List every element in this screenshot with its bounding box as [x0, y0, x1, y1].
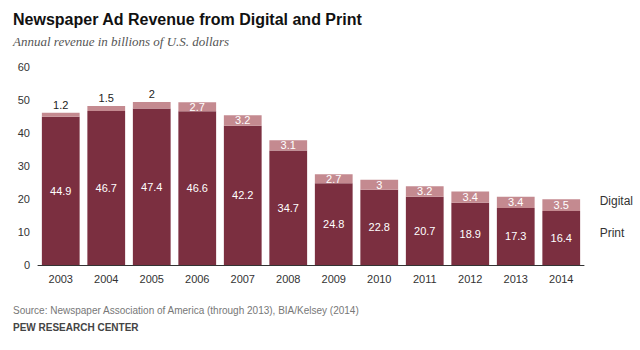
svg-text:0: 0 — [24, 259, 30, 271]
svg-text:2007: 2007 — [231, 273, 255, 285]
svg-text:50: 50 — [18, 94, 30, 106]
svg-text:16.4: 16.4 — [551, 232, 572, 244]
svg-text:2010: 2010 — [367, 273, 391, 285]
svg-text:20.7: 20.7 — [414, 225, 435, 237]
svg-text:2.7: 2.7 — [326, 173, 341, 185]
svg-text:17.3: 17.3 — [505, 230, 526, 242]
svg-text:3: 3 — [376, 179, 382, 191]
svg-text:46.7: 46.7 — [96, 182, 117, 194]
svg-text:2008: 2008 — [276, 273, 300, 285]
svg-text:10: 10 — [18, 226, 30, 238]
svg-text:3.5: 3.5 — [554, 199, 569, 211]
svg-text:3.2: 3.2 — [417, 185, 432, 197]
svg-text:Print: Print — [600, 226, 625, 240]
svg-text:2009: 2009 — [322, 273, 346, 285]
svg-text:42.2: 42.2 — [232, 189, 253, 201]
svg-text:2012: 2012 — [458, 273, 482, 285]
svg-text:46.6: 46.6 — [187, 182, 208, 194]
svg-text:2014: 2014 — [549, 273, 573, 285]
svg-text:2011: 2011 — [413, 273, 437, 285]
svg-text:3.4: 3.4 — [508, 196, 523, 208]
svg-text:3.2: 3.2 — [235, 114, 250, 126]
svg-text:1.2: 1.2 — [53, 99, 68, 111]
svg-text:2003: 2003 — [49, 273, 73, 285]
svg-text:44.9: 44.9 — [50, 185, 71, 197]
svg-text:2: 2 — [149, 88, 155, 100]
svg-text:40: 40 — [18, 127, 30, 139]
svg-text:2005: 2005 — [140, 273, 164, 285]
svg-text:22.8: 22.8 — [369, 221, 390, 233]
svg-text:34.7: 34.7 — [278, 202, 299, 214]
svg-text:2004: 2004 — [94, 273, 118, 285]
svg-text:2.7: 2.7 — [190, 101, 205, 113]
svg-text:2006: 2006 — [185, 273, 209, 285]
svg-text:24.8: 24.8 — [323, 218, 344, 230]
svg-text:30: 30 — [18, 160, 30, 172]
svg-text:20: 20 — [18, 193, 30, 205]
svg-text:1.5: 1.5 — [99, 92, 114, 104]
svg-text:3.4: 3.4 — [463, 191, 478, 203]
svg-text:Source: Newspaper Association: Source: Newspaper Association of America… — [13, 305, 359, 316]
svg-text:18.9: 18.9 — [460, 228, 481, 240]
svg-text:PEW RESEARCH CENTER: PEW RESEARCH CENTER — [13, 322, 139, 333]
svg-text:Newspaper Ad Revenue from Digi: Newspaper Ad Revenue from Digital and Pr… — [13, 11, 362, 28]
svg-text:2013: 2013 — [504, 273, 528, 285]
svg-text:Annual revenue in billions of: Annual revenue in billions of U.S. dolla… — [12, 34, 229, 49]
svg-text:Digital: Digital — [600, 194, 633, 208]
svg-text:47.4: 47.4 — [141, 181, 162, 193]
svg-text:3.1: 3.1 — [281, 139, 296, 151]
svg-text:60: 60 — [18, 61, 30, 73]
